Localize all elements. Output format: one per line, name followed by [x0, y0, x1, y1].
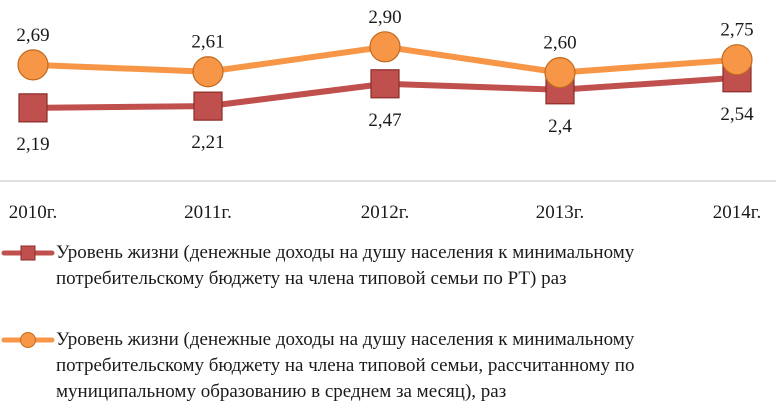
x-tick-label-0: 2010г.	[9, 202, 57, 223]
x-tick-label-3: 2013г.	[536, 202, 584, 223]
series-2-marker-4	[721, 44, 753, 76]
series-2-data-label-1: 2,61	[191, 32, 224, 53]
series-2-data-label-0: 2,69	[16, 25, 49, 46]
series-1-marker-0	[18, 93, 48, 123]
series-2-data-label-3: 2,60	[543, 33, 576, 54]
series-2-marker-1	[192, 56, 224, 88]
legend-label-series-1: Уровень жизни (денежные доходы на душу н…	[56, 242, 635, 289]
series-2-marker-3	[544, 56, 576, 89]
x-tick-label-1: 2011г.	[184, 202, 232, 223]
legend-swatch-series-1	[1, 245, 55, 261]
legend-swatch-series-2	[1, 332, 55, 348]
line-chart: 2,19 2,212,47 2,42,542,69 2,612,902,602,75 …	[0, 7, 776, 223]
series-1-data-label-0: 2,19	[16, 134, 49, 155]
legend-label-series-2: Уровень жизни (денежные доходы на душу н…	[56, 329, 635, 402]
series-1-data-label-4: 2,54	[720, 104, 754, 125]
series-1-data-label-3: 2,4	[548, 116, 572, 137]
series-1-data-label-2: 2,47	[368, 110, 401, 131]
series-1-marker-2	[370, 69, 400, 99]
series-1-data-label-1: 2,21	[191, 132, 224, 153]
x-tick-label-4: 2014г.	[713, 202, 761, 223]
x-tick-label-2: 2012г.	[361, 202, 409, 223]
series-2-data-label-4: 2,75	[720, 20, 753, 41]
series-2-data-label-2: 2,90	[368, 7, 401, 28]
series-2-marker-2	[369, 31, 401, 63]
series-2-marker-0	[17, 49, 49, 81]
series-1-marker-1	[193, 91, 223, 121]
